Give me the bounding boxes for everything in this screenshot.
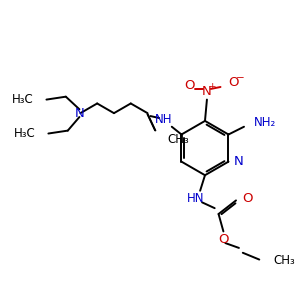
- Text: H₃C: H₃C: [12, 93, 34, 106]
- Text: N: N: [202, 85, 212, 98]
- Text: +: +: [208, 82, 215, 91]
- Text: O: O: [242, 192, 252, 205]
- Text: NH₂: NH₂: [254, 116, 276, 129]
- Text: O: O: [184, 79, 195, 92]
- Text: HN: HN: [187, 192, 204, 205]
- Text: CH₃: CH₃: [167, 133, 189, 146]
- Text: N: N: [233, 155, 243, 168]
- Text: N: N: [74, 107, 84, 120]
- Text: −: −: [236, 73, 245, 83]
- Text: O: O: [228, 76, 239, 88]
- Text: NH: NH: [155, 113, 173, 126]
- Text: CH₃: CH₃: [274, 254, 296, 267]
- Text: H₃C: H₃C: [14, 127, 36, 140]
- Text: O: O: [218, 233, 229, 246]
